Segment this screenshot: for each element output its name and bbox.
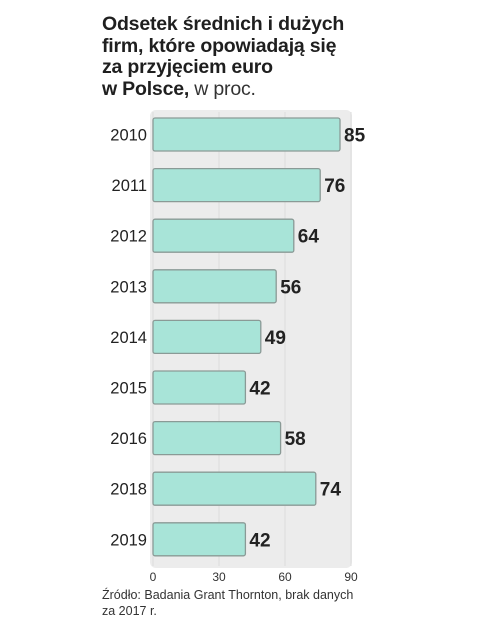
category-label-2012: 2012 bbox=[110, 228, 147, 246]
x-tick-label-0: 0 bbox=[150, 570, 157, 584]
bar-2015 bbox=[152, 370, 247, 405]
bar-2010 bbox=[152, 117, 341, 152]
title-bold-part: w Polsce, bbox=[102, 77, 190, 100]
title-line-1: Odsetek średnich i dużych bbox=[102, 13, 345, 35]
bar-2019 bbox=[152, 522, 247, 557]
bar-2014 bbox=[152, 319, 262, 355]
category-labels: 2010 2011 2012 2013 2014 2015 2016 2018 2019 bbox=[110, 127, 147, 550]
category-label-2016: 2016 bbox=[110, 430, 147, 448]
x-tick-label-60: 60 bbox=[278, 570, 292, 584]
category-label-2015: 2015 bbox=[110, 380, 147, 398]
value-labels: 85 76 64 56 49 42 58 74 42 bbox=[249, 126, 365, 552]
x-tick-label-30: 30 bbox=[212, 570, 226, 584]
value-label-2010: 85 bbox=[344, 126, 366, 147]
category-label-2011: 2011 bbox=[112, 177, 147, 195]
value-label-2018: 74 bbox=[320, 480, 342, 501]
value-label-2012: 64 bbox=[298, 227, 320, 248]
title-line-3: za przyjęciem euro bbox=[102, 56, 273, 78]
value-label-2014: 49 bbox=[265, 328, 286, 349]
bar-2016 bbox=[152, 420, 282, 456]
title-unit: w proc. bbox=[189, 77, 256, 100]
value-label-2016: 58 bbox=[285, 429, 306, 450]
value-label-2019: 42 bbox=[249, 530, 270, 551]
source-line-2: za 2017 r. bbox=[102, 604, 157, 618]
value-label-2013: 56 bbox=[280, 277, 301, 298]
category-label-2013: 2013 bbox=[110, 278, 147, 296]
bars bbox=[152, 117, 341, 557]
chart-title: Odsetek średnich i dużych firm, które op… bbox=[102, 13, 402, 101]
category-label-2014: 2014 bbox=[110, 329, 147, 347]
bar-2013 bbox=[152, 269, 277, 304]
category-label-2010: 2010 bbox=[110, 127, 147, 145]
bar-2018 bbox=[152, 471, 317, 506]
category-label-2018: 2018 bbox=[110, 481, 147, 499]
value-label-2011: 76 bbox=[324, 176, 345, 197]
bar-2011 bbox=[152, 167, 321, 203]
source-note: Źródło: Badania Grant Thornton, brak dan… bbox=[102, 587, 402, 619]
title-line-2: firm, które opowiadają się bbox=[102, 34, 337, 57]
bar-2012 bbox=[152, 218, 295, 253]
category-label-2019: 2019 bbox=[110, 531, 147, 549]
x-tick-label-90: 90 bbox=[344, 570, 358, 584]
x-tick-labels: 0 30 60 90 bbox=[150, 570, 358, 584]
source-line-1: Źródło: Badania Grant Thornton, brak dan… bbox=[102, 588, 354, 602]
title-line-4: w Polsce, w proc. bbox=[102, 77, 402, 101]
value-label-2015: 42 bbox=[249, 379, 270, 400]
